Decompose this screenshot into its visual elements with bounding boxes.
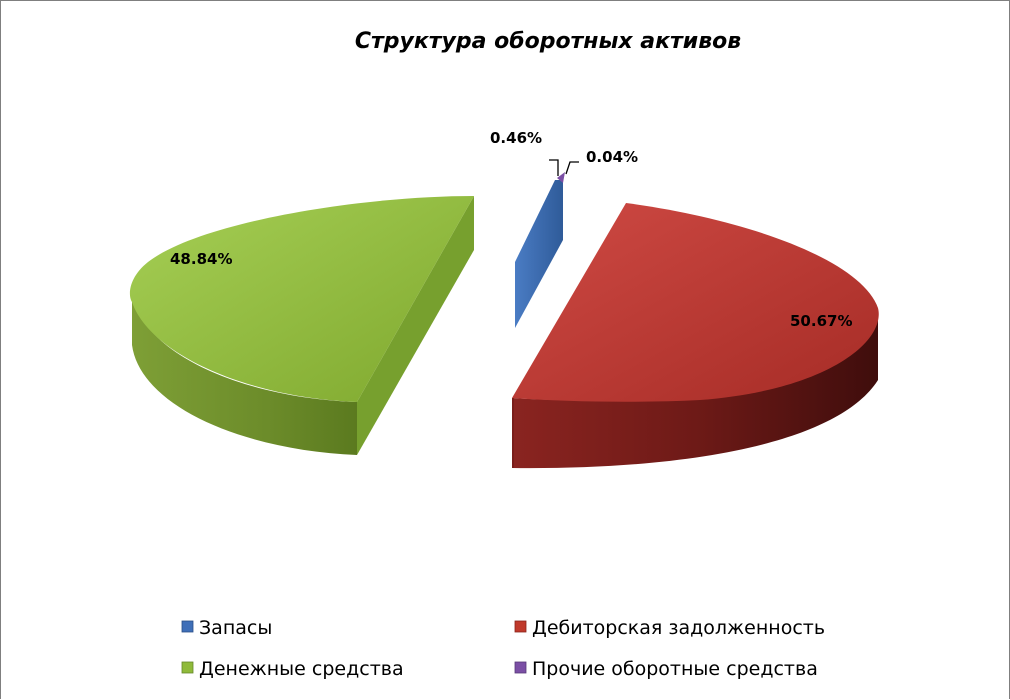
legend-label: Дебиторская задолженность — [532, 617, 825, 639]
slice-cut-face — [512, 398, 514, 468]
slice-top — [512, 203, 879, 402]
leader-line-zapasy — [549, 159, 559, 176]
slice-debitorskaya-zadolzhennost — [512, 203, 879, 469]
chart-title: Структура оборотных активов — [355, 29, 741, 54]
legend: Запасы Дебиторская задолженность Денежны… — [181, 617, 825, 680]
data-label-debitorskaya: 50.67% — [790, 312, 852, 330]
legend-label: Прочие оборотные средства — [532, 658, 818, 680]
slice-top — [129, 196, 474, 402]
slice-top — [515, 180, 563, 328]
legend-item-zapasy: Запасы — [181, 617, 272, 639]
legend-label: Запасы — [199, 617, 272, 639]
data-label-zapasy: 0.46% — [490, 129, 542, 147]
legend-swatch — [181, 620, 194, 633]
legend-swatch — [514, 661, 527, 674]
data-label-prochie: 0.04% — [586, 148, 638, 166]
legend-item-denezhnye: Денежные средства — [181, 658, 404, 680]
legend-label: Денежные средства — [199, 658, 404, 680]
legend-item-debitorskaya: Дебиторская задолженность — [514, 617, 825, 639]
legend-swatch — [514, 620, 527, 633]
leader-line-prochie — [565, 161, 579, 175]
slice-side — [132, 292, 357, 455]
slice-zapasy — [515, 180, 563, 328]
legend-swatch — [181, 661, 194, 674]
slice-cut-face — [357, 196, 474, 455]
legend-item-prochie: Прочие оборотные средства — [514, 658, 818, 680]
data-label-denezhnye: 48.84% — [170, 250, 232, 268]
slice-denezhnye-sredstva — [129, 196, 474, 455]
slice-top — [557, 172, 565, 183]
slice-prochie — [557, 172, 565, 183]
